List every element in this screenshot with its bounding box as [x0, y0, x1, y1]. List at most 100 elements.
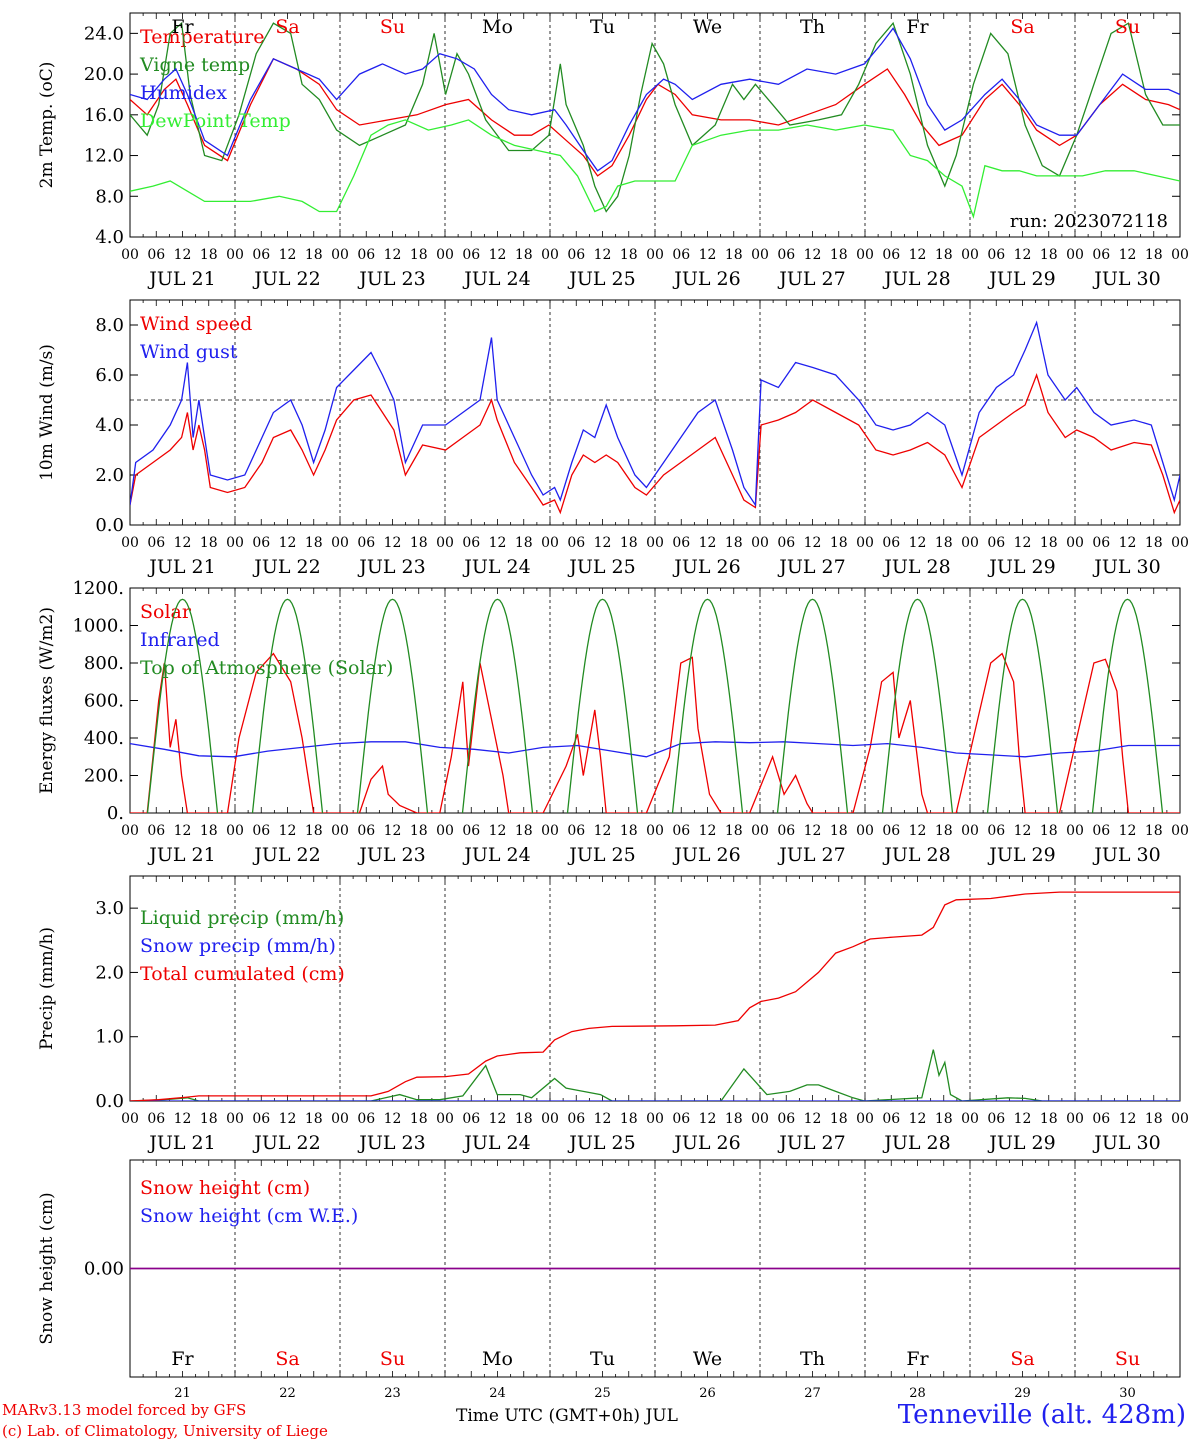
- date-label: JUL 27: [777, 1132, 845, 1154]
- hour-tick-label: 18: [725, 535, 743, 551]
- hour-tick-label: 00: [226, 1111, 244, 1127]
- hour-tick-label: 18: [830, 1111, 848, 1127]
- hour-tick-label: 18: [305, 823, 323, 839]
- hour-tick-label: 06: [672, 823, 690, 839]
- weekday-label: Mo: [482, 1348, 513, 1370]
- date-label: JUL 22: [252, 1132, 320, 1154]
- weekday-label: Fr: [906, 16, 929, 38]
- hour-tick-label: 00: [1171, 535, 1189, 551]
- hour-tick-label: 18: [1040, 1111, 1058, 1127]
- date-label: JUL 22: [252, 844, 320, 866]
- day-number-label: 23: [384, 1386, 401, 1401]
- date-label: JUL 26: [672, 1132, 740, 1154]
- hour-tick-label: 12: [594, 1111, 612, 1127]
- weekday-label: Fr: [171, 16, 194, 38]
- weekday-label: Sa: [275, 1348, 299, 1370]
- y-tick-label: 2.0: [95, 962, 124, 983]
- y-tick-label: 2.0: [95, 465, 124, 486]
- day-number-label: 26: [699, 1386, 716, 1401]
- day-number-label: 25: [594, 1386, 611, 1401]
- hour-tick-label: 06: [1092, 1111, 1110, 1127]
- date-label: JUL 27: [777, 556, 845, 578]
- hour-tick-label: 06: [777, 247, 795, 263]
- y-tick-label: 400.: [84, 728, 124, 749]
- hour-tick-label: 00: [751, 823, 769, 839]
- hour-tick-label: 06: [777, 1111, 795, 1127]
- date-label: JUL 29: [987, 1132, 1055, 1154]
- hour-tick-label: 18: [305, 1111, 323, 1127]
- date-label: JUL 26: [672, 268, 740, 290]
- hour-tick-label: 00: [751, 247, 769, 263]
- series-line-dewpoint-temp: [130, 119, 1180, 219]
- hour-tick-label: 06: [882, 823, 900, 839]
- hour-tick-label: 12: [384, 247, 402, 263]
- hour-tick-label: 00: [541, 1111, 559, 1127]
- y-tick-label: 0.00: [84, 1259, 124, 1280]
- hour-tick-label: 00: [436, 247, 454, 263]
- date-label: JUL 26: [672, 844, 740, 866]
- date-label: JUL 22: [252, 268, 320, 290]
- day-number-label: 30: [1119, 1386, 1136, 1401]
- panel-frame: [129, 299, 1181, 526]
- weekday-label: We: [693, 16, 722, 38]
- hour-tick-label: 06: [567, 247, 585, 263]
- hour-tick-label: 18: [515, 247, 533, 263]
- hour-tick-label: 00: [646, 535, 664, 551]
- hour-tick-label: 06: [777, 535, 795, 551]
- y-tick-label: 4.0: [95, 227, 124, 248]
- y-tick-label: 3.0: [95, 898, 124, 919]
- hour-tick-label: 18: [1040, 247, 1058, 263]
- date-label: JUL 30: [1092, 1132, 1160, 1154]
- day-number-label: 22: [279, 1386, 296, 1401]
- date-label: JUL 24: [462, 844, 530, 866]
- hour-tick-label: 18: [725, 1111, 743, 1127]
- hour-tick-label: 06: [672, 247, 690, 263]
- date-label: JUL 24: [462, 268, 530, 290]
- weekday-label: Tu: [590, 1348, 615, 1370]
- hour-tick-label: 12: [909, 535, 927, 551]
- hour-tick-label: 12: [1119, 1111, 1137, 1127]
- y-tick-label: 600.: [84, 691, 124, 712]
- hour-tick-label: 06: [147, 1111, 165, 1127]
- series-line-solar: [130, 652, 1180, 813]
- hour-tick-label: 18: [935, 1111, 953, 1127]
- hour-tick-label: 18: [620, 247, 638, 263]
- hour-tick-label: 18: [515, 1111, 533, 1127]
- weekday-label: Sa: [275, 16, 299, 38]
- date-label: JUL 21: [147, 268, 215, 290]
- y-tick-label: 0.0: [95, 515, 124, 536]
- hour-tick-label: 00: [121, 823, 139, 839]
- y-axis-label: Precip (mm/h): [37, 927, 57, 1050]
- credit-label: (c) Lab. of Climatology, University of L…: [2, 1422, 328, 1440]
- hour-tick-label: 06: [1092, 535, 1110, 551]
- date-label: JUL 23: [357, 1132, 425, 1154]
- hour-tick-label: 12: [594, 823, 612, 839]
- legend-entry: Vigne temp: [139, 54, 250, 76]
- weekday-label: Su: [1115, 1348, 1140, 1370]
- hour-tick-label: 00: [226, 535, 244, 551]
- hour-tick-label: 18: [305, 535, 323, 551]
- hour-tick-label: 12: [279, 535, 297, 551]
- hour-tick-label: 00: [541, 247, 559, 263]
- hour-tick-label: 12: [489, 823, 507, 839]
- hour-tick-label: 12: [909, 823, 927, 839]
- hour-tick-label: 12: [1014, 247, 1032, 263]
- hour-tick-label: 00: [436, 535, 454, 551]
- hour-tick-label: 18: [935, 247, 953, 263]
- hour-tick-label: 12: [384, 1111, 402, 1127]
- run-annotation: run: 2023072118: [1010, 211, 1168, 232]
- hour-tick-label: 00: [961, 1111, 979, 1127]
- date-label: JUL 29: [987, 556, 1055, 578]
- model-label: MARv3.13 model forced by GFS: [2, 1401, 247, 1419]
- weekday-label: Sa: [1010, 1348, 1034, 1370]
- hour-tick-label: 18: [515, 823, 533, 839]
- weekday-label: Mo: [482, 16, 513, 38]
- hour-tick-label: 18: [200, 1111, 218, 1127]
- hour-tick-label: 12: [1119, 247, 1137, 263]
- hour-tick-label: 06: [252, 823, 270, 839]
- hour-tick-label: 12: [699, 247, 717, 263]
- hour-tick-label: 00: [226, 247, 244, 263]
- hour-tick-label: 12: [279, 247, 297, 263]
- hour-tick-label: 00: [331, 1111, 349, 1127]
- y-tick-label: 0.: [107, 803, 124, 824]
